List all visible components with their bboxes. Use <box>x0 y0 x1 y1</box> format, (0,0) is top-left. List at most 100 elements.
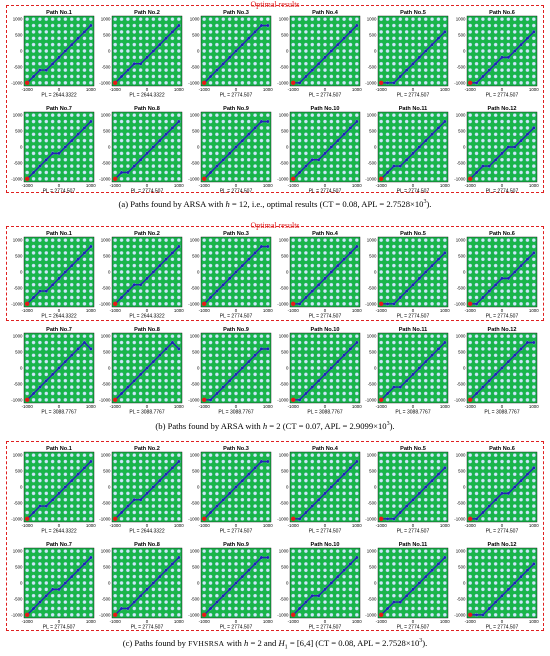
grid-node <box>519 378 523 383</box>
grid-node <box>329 295 334 300</box>
grid-node <box>63 80 68 85</box>
path-point <box>500 151 504 155</box>
grid-node <box>240 485 245 489</box>
grid-node <box>176 257 181 262</box>
y-tick-label: -1000 <box>188 612 200 617</box>
grid-node <box>69 466 74 470</box>
grid-node <box>132 453 137 458</box>
grid-node <box>500 68 504 72</box>
grid-node <box>208 459 213 464</box>
grid-node <box>208 549 213 554</box>
grid-node <box>392 491 396 496</box>
x-tick-label: -1000 <box>376 523 388 528</box>
grid-node <box>442 238 447 243</box>
grid-node <box>519 295 523 300</box>
grid-node <box>310 126 315 130</box>
grid-node <box>481 516 485 521</box>
grid-node <box>411 80 415 85</box>
grid-node <box>246 574 251 579</box>
grid-node <box>151 497 156 502</box>
grid-node <box>138 510 143 515</box>
grid-node <box>157 251 162 255</box>
grid-node <box>253 119 257 124</box>
grid-node <box>215 138 219 143</box>
grid-node <box>512 164 517 168</box>
x-tick-label: 0 <box>146 404 149 409</box>
grid-node <box>69 549 74 554</box>
grid-node <box>208 574 213 579</box>
grid-node <box>113 289 118 293</box>
grid-node <box>348 581 353 585</box>
grid-node <box>227 478 232 483</box>
grid-node <box>69 301 74 306</box>
grid-node <box>481 68 485 72</box>
grid-node <box>342 263 346 268</box>
grid-node <box>69 491 74 496</box>
y-tick-label: 0 <box>463 49 466 54</box>
grid-node <box>316 600 321 604</box>
grid-node <box>316 555 321 560</box>
grid-node <box>468 145 473 149</box>
grid-node <box>329 504 334 508</box>
grid-node <box>329 510 334 515</box>
grid-node <box>113 55 118 60</box>
path-point <box>221 594 225 598</box>
grid-node <box>246 562 251 566</box>
grid-node <box>126 276 130 281</box>
grid-node <box>176 606 181 611</box>
x-tick-label: -1000 <box>199 308 211 313</box>
grid-node <box>525 295 530 300</box>
grid-node <box>170 359 175 364</box>
grid-node <box>430 276 434 281</box>
path-point <box>57 276 61 280</box>
grid-node <box>119 113 124 118</box>
grid-node <box>221 581 226 585</box>
grid-node <box>348 516 353 521</box>
grid-node <box>31 516 36 521</box>
grid-node <box>170 593 175 598</box>
path-point <box>44 504 48 508</box>
grid-node <box>481 282 485 287</box>
grid-node <box>157 516 162 521</box>
grid-node <box>132 472 137 477</box>
grid-node <box>138 366 143 370</box>
grid-node <box>500 80 504 85</box>
grid-node <box>50 391 55 396</box>
grid-node <box>63 549 68 554</box>
grid-node <box>25 606 30 611</box>
grid-node <box>246 151 251 156</box>
grid-node <box>234 132 238 137</box>
start-point <box>24 612 30 618</box>
path-point <box>417 55 421 59</box>
grid-node <box>348 612 353 617</box>
grid-node <box>385 176 390 181</box>
grid-node <box>385 593 390 598</box>
path-point <box>170 251 174 255</box>
grid-node <box>151 74 156 79</box>
grid-node <box>423 113 428 118</box>
grid-node <box>227 593 232 598</box>
grid-node <box>423 251 428 255</box>
grid-node <box>38 301 42 306</box>
grid-node <box>151 80 156 85</box>
grid-node <box>240 334 245 339</box>
grid-node <box>512 334 517 339</box>
grid-node <box>506 270 511 274</box>
x-tick-label: 1000 <box>174 619 184 624</box>
path-point <box>32 74 36 78</box>
grid-node <box>76 23 80 28</box>
path-point <box>329 485 333 489</box>
grid-node <box>493 301 498 306</box>
grid-node <box>253 238 257 243</box>
grid-node <box>164 74 168 79</box>
grid-node <box>506 391 511 396</box>
grid-node <box>481 472 485 477</box>
grid-node <box>25 453 30 458</box>
grid-node <box>265 504 270 508</box>
path-point <box>259 347 263 351</box>
path-point <box>177 24 181 28</box>
grid-node <box>487 151 492 156</box>
grid-node <box>323 42 327 47</box>
path-point <box>348 251 352 255</box>
grid-node <box>76 340 80 345</box>
